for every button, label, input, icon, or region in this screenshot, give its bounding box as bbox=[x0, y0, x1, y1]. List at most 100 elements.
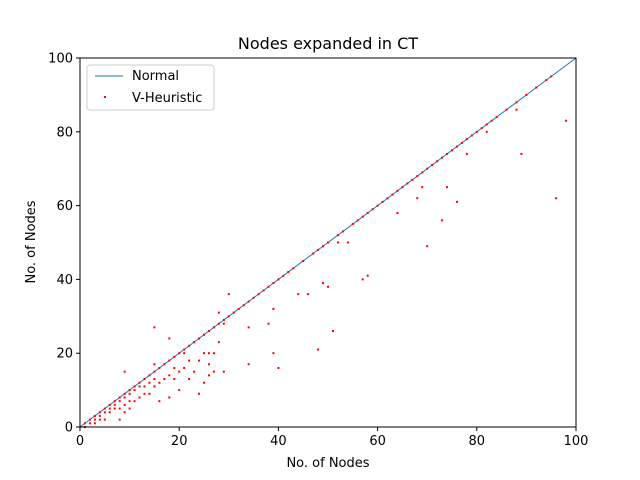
heuristic-point bbox=[158, 400, 161, 403]
heuristic-point bbox=[168, 359, 171, 362]
heuristic-point bbox=[168, 396, 171, 399]
heuristic-point bbox=[103, 411, 106, 414]
legend: Normal V-Heuristic bbox=[86, 64, 215, 111]
heuristic-point bbox=[267, 322, 270, 325]
heuristic-point bbox=[212, 352, 215, 355]
x-axis: 0 20 40 60 80 100 bbox=[76, 427, 588, 449]
heuristic-point bbox=[118, 396, 121, 399]
heuristic-point bbox=[272, 282, 275, 285]
heuristic-point bbox=[133, 400, 136, 403]
x-tick-label: 20 bbox=[171, 434, 188, 449]
heuristic-point bbox=[411, 178, 414, 181]
heuristic-point bbox=[490, 119, 493, 122]
heuristic-point bbox=[421, 186, 424, 189]
heuristic-point bbox=[212, 326, 215, 329]
heuristic-point bbox=[262, 289, 265, 292]
heuristic-point bbox=[207, 352, 210, 355]
heuristic-point bbox=[98, 414, 101, 417]
heuristic-point bbox=[247, 363, 250, 366]
heuristic-point bbox=[371, 208, 374, 211]
heuristic-point bbox=[183, 366, 186, 369]
heuristic-point bbox=[431, 164, 434, 167]
heuristic-point bbox=[505, 108, 508, 111]
heuristic-point bbox=[455, 145, 458, 148]
heuristic-point bbox=[188, 359, 191, 362]
heuristic-point bbox=[252, 296, 255, 299]
heuristic-point bbox=[416, 197, 419, 200]
heuristic-point bbox=[361, 215, 364, 218]
heuristic-point bbox=[158, 366, 161, 369]
heuristic-point bbox=[123, 396, 126, 399]
heuristic-point bbox=[227, 315, 230, 318]
heuristic-point bbox=[555, 197, 558, 200]
heuristic-point bbox=[361, 278, 364, 281]
heuristic-point bbox=[198, 337, 201, 340]
heuristic-point bbox=[178, 352, 181, 355]
heuristic-point bbox=[465, 152, 468, 155]
heuristic-point bbox=[113, 407, 116, 410]
x-tick-label: 80 bbox=[469, 434, 486, 449]
heuristic-point bbox=[123, 392, 126, 395]
heuristic-point bbox=[128, 400, 131, 403]
heuristic-point bbox=[163, 378, 166, 381]
heuristic-point bbox=[525, 93, 528, 96]
heuristic-point bbox=[312, 252, 315, 255]
legend-normal-label: Normal bbox=[132, 69, 179, 84]
heuristic-point bbox=[272, 352, 275, 355]
heuristic-point bbox=[441, 219, 444, 222]
heuristic-point bbox=[143, 385, 146, 388]
heuristic-point bbox=[193, 370, 196, 373]
heuristic-point bbox=[123, 403, 126, 406]
heuristic-point bbox=[103, 418, 106, 421]
heuristic-point bbox=[495, 116, 498, 119]
heuristic-point bbox=[138, 396, 141, 399]
heuristic-point bbox=[173, 366, 176, 369]
heuristic-point bbox=[232, 311, 235, 314]
heuristic-point bbox=[421, 171, 424, 174]
legend-heuristic-marker bbox=[104, 96, 106, 98]
heuristic-point bbox=[297, 293, 300, 296]
heuristic-point bbox=[267, 285, 270, 288]
heuristic-point bbox=[173, 378, 176, 381]
heuristic-point bbox=[183, 348, 186, 351]
heuristic-point bbox=[217, 341, 220, 344]
heuristic-point bbox=[515, 108, 518, 111]
heuristic-point bbox=[118, 407, 121, 410]
heuristic-point bbox=[178, 389, 181, 392]
heuristic-point bbox=[168, 337, 171, 340]
heuristic-point bbox=[193, 341, 196, 344]
heuristic-point bbox=[401, 186, 404, 189]
heuristic-point bbox=[366, 211, 369, 214]
heuristic-point bbox=[376, 204, 379, 207]
legend-heuristic-label: V-Heuristic bbox=[132, 91, 202, 106]
heuristic-point bbox=[460, 141, 463, 144]
heuristic-point bbox=[451, 149, 453, 152]
heuristic-point bbox=[327, 241, 329, 244]
plot-area bbox=[79, 57, 577, 428]
heuristic-point bbox=[118, 400, 121, 403]
heuristic-point bbox=[277, 366, 280, 369]
heuristic-point bbox=[550, 75, 553, 78]
heuristic-point bbox=[203, 352, 205, 355]
heuristic-point bbox=[515, 101, 518, 104]
heuristic-point bbox=[183, 352, 186, 355]
y-tick-label: 20 bbox=[56, 347, 73, 362]
heuristic-point bbox=[366, 274, 369, 277]
heuristic-point bbox=[441, 156, 444, 159]
heuristic-point bbox=[222, 318, 225, 321]
y-axis: 0 20 40 60 80 100 bbox=[48, 52, 80, 436]
heuristic-point bbox=[336, 234, 339, 237]
heuristic-point bbox=[436, 160, 439, 163]
heuristic-point bbox=[98, 418, 101, 421]
heuristic-point bbox=[148, 392, 151, 395]
heuristic-point bbox=[168, 374, 171, 377]
heuristic-point bbox=[222, 370, 225, 373]
heuristic-point bbox=[520, 152, 523, 155]
heuristic-point bbox=[103, 407, 106, 410]
x-axis-label: No. of Nodes bbox=[286, 456, 369, 471]
heuristic-point bbox=[123, 370, 126, 373]
heuristic-point bbox=[207, 330, 210, 333]
plot-frame bbox=[79, 57, 577, 428]
heuristic-point bbox=[272, 307, 275, 310]
heuristic-point bbox=[153, 326, 156, 329]
